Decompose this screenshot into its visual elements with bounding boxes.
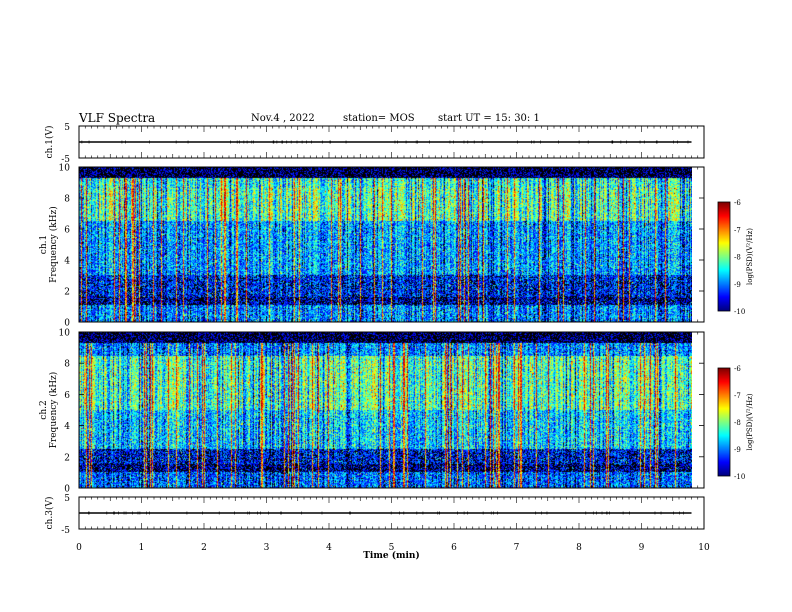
ch2-spectrogram-colorbar-tick: -8	[734, 419, 741, 427]
ch2-spectrogram-ytick: 6	[64, 391, 70, 401]
ch2-spectrogram-colorbar-tick: -6	[734, 365, 741, 373]
x-tick-label: 4	[326, 543, 332, 553]
ch1-spectrogram-colorbar-tick: -7	[734, 226, 741, 234]
x-tick-label: 8	[576, 543, 582, 553]
start-time-label: start UT = 15: 30: 1	[438, 113, 540, 124]
ch1-spectrogram-colorbar-tick: -10	[734, 308, 745, 316]
x-tick-label: 10	[698, 543, 710, 553]
x-tick-label: 1	[139, 543, 145, 553]
ch1-spectrogram-colorbar-label: log(PSD)(V²/Hz)	[746, 228, 754, 285]
ch2-spectrogram-ytick: 10	[59, 329, 71, 339]
x-tick-label: 5	[389, 543, 395, 553]
ch1-spectrogram-ylabel-channel: ch.1	[39, 235, 49, 254]
ch1-waveform-tick-top: 5	[64, 123, 70, 133]
ch2-spectrogram-ytick: 2	[64, 453, 70, 463]
ch2-spectrogram-ylabel-channel: ch.2	[39, 400, 49, 419]
ch3-waveform-ylabel: ch.3(V)	[44, 497, 55, 530]
x-tick-label: 9	[639, 543, 645, 553]
ch2-spectrogram-colorbar-tick: -10	[734, 473, 745, 481]
ch2-spectrogram-colorbar-label: log(PSD)(V²/Hz)	[746, 393, 754, 450]
ch3-waveform-tick-bottom: -5	[61, 526, 70, 536]
ch1-spectrogram-colorbar-tick: -9	[734, 281, 741, 289]
station-label: station= MOS	[343, 113, 415, 124]
ch1-spectrogram-colorbar	[718, 202, 730, 311]
x-tick-label: 0	[76, 543, 82, 553]
ch1-spectrogram-ylabel-frequency: Frequency (kHz)	[48, 206, 59, 283]
x-axis-label: Time (min)	[363, 550, 420, 561]
ch3-waveform-tick-top: 5	[64, 494, 70, 504]
date-label: Nov.4 , 2022	[251, 113, 315, 124]
ch1-spectrogram-ytick: 4	[64, 257, 70, 267]
ch1-spectrogram-ytick: 2	[64, 288, 70, 298]
ch1-spectrogram-colorbar-tick: -6	[734, 199, 741, 207]
ch2-spectrogram-colorbar-tick: -9	[734, 446, 741, 454]
ch1-spectrogram-ytick: 10	[59, 164, 71, 174]
ch1-spectrogram-ytick: 0	[64, 319, 70, 329]
ch1-spectrogram-ytick: 8	[64, 195, 70, 205]
ch1-spectrogram-image	[79, 167, 692, 322]
chart-title: VLF Spectra	[79, 111, 156, 125]
ch2-spectrogram-ytick: 4	[64, 422, 70, 432]
ch2-spectrogram-ytick: 0	[64, 485, 70, 495]
x-tick-label: 6	[451, 543, 457, 553]
ch1-spectrogram-colorbar-tick: -8	[734, 254, 741, 262]
ch1-spectrogram-ytick: 6	[64, 226, 70, 236]
ch2-spectrogram-colorbar-tick: -7	[734, 392, 741, 400]
ch1-waveform-tick-bottom: -5	[61, 155, 70, 165]
ch2-spectrogram-ytick: 8	[64, 360, 70, 370]
ch1-waveform-ylabel: ch.1(V)	[44, 126, 55, 159]
ch2-spectrogram-ylabel-frequency: Frequency (kHz)	[48, 372, 59, 449]
ch2-spectrogram-image	[79, 332, 692, 488]
x-tick-label: 2	[201, 543, 207, 553]
ch2-spectrogram-colorbar	[718, 368, 730, 476]
x-tick-label: 7	[514, 543, 520, 553]
x-tick-label: 3	[264, 543, 270, 553]
